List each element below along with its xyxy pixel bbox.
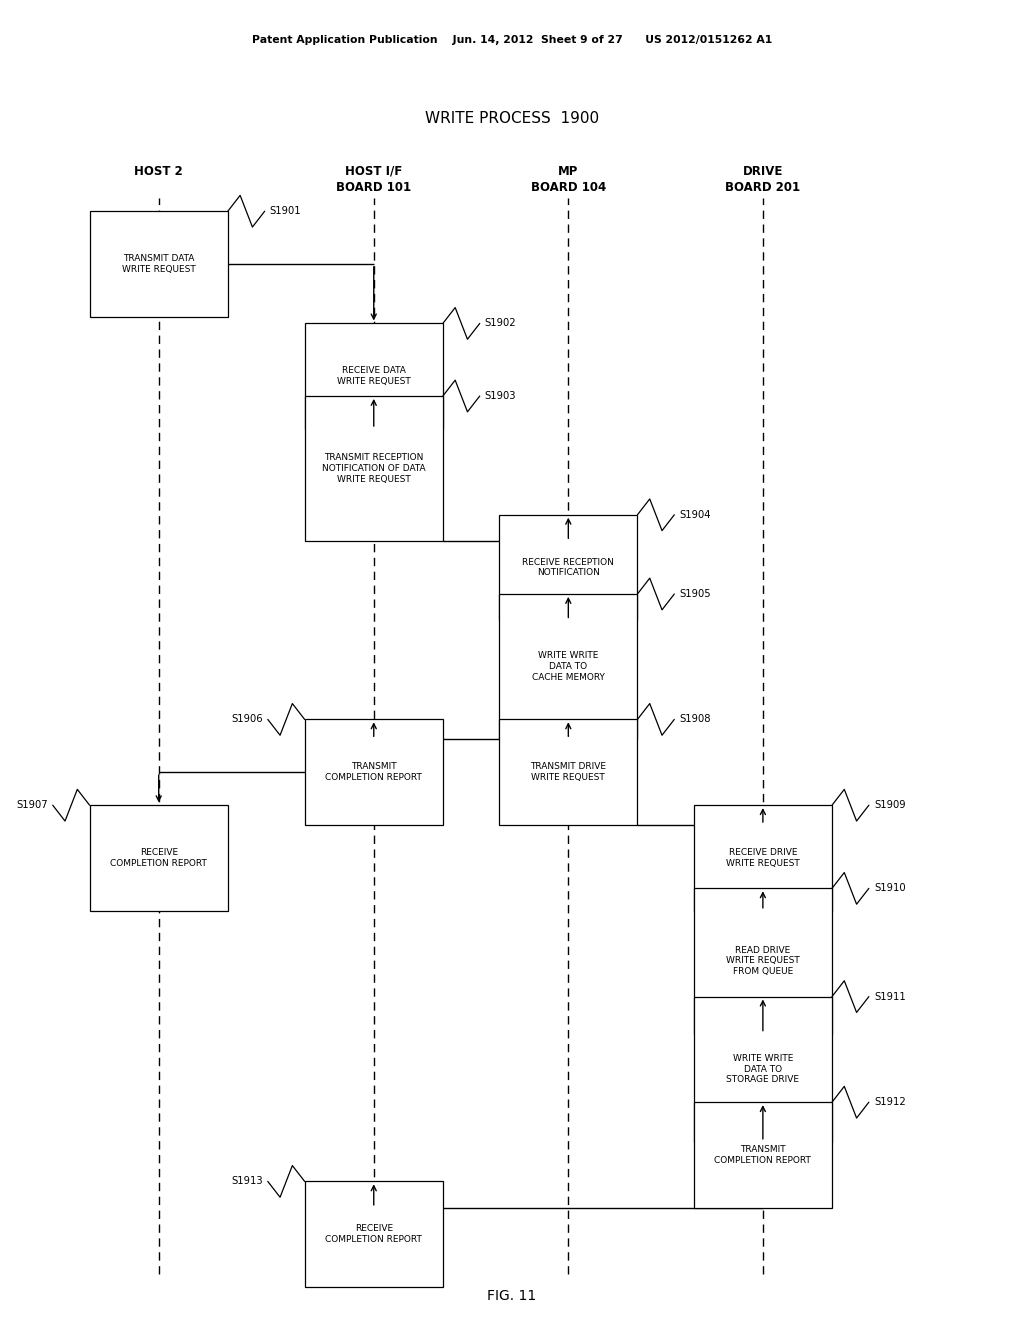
Text: TRANSMIT DATA
WRITE REQUEST: TRANSMIT DATA WRITE REQUEST [122, 255, 196, 273]
Bar [305, 396, 442, 541]
Bar [500, 515, 637, 620]
Text: DRIVE
BOARD 201: DRIVE BOARD 201 [725, 165, 801, 194]
Bar [694, 1102, 831, 1208]
Text: READ DRIVE
WRITE REQUEST
FROM QUEUE: READ DRIVE WRITE REQUEST FROM QUEUE [726, 945, 800, 977]
Text: S1902: S1902 [485, 318, 516, 329]
Bar [694, 997, 831, 1142]
Text: RECEIVE
COMPLETION REPORT: RECEIVE COMPLETION REPORT [111, 849, 207, 867]
Text: TRANSMIT
COMPLETION REPORT: TRANSMIT COMPLETION REPORT [326, 763, 422, 781]
Bar [305, 719, 442, 825]
Bar [500, 719, 637, 825]
Text: TRANSMIT RECEPTION
NOTIFICATION OF DATA
WRITE REQUEST: TRANSMIT RECEPTION NOTIFICATION OF DATA … [322, 453, 426, 484]
Bar [500, 594, 637, 739]
Text: Patent Application Publication    Jun. 14, 2012  Sheet 9 of 27      US 2012/0151: Patent Application Publication Jun. 14, … [252, 34, 772, 45]
Text: TRANSMIT
COMPLETION REPORT: TRANSMIT COMPLETION REPORT [715, 1146, 811, 1164]
Text: S1910: S1910 [874, 883, 905, 894]
Text: S1908: S1908 [680, 714, 711, 725]
Bar [90, 211, 227, 317]
Text: MP
BOARD 104: MP BOARD 104 [530, 165, 606, 194]
Bar [694, 805, 831, 911]
Text: FIG. 11: FIG. 11 [487, 1290, 537, 1303]
Text: RECEIVE
COMPLETION REPORT: RECEIVE COMPLETION REPORT [326, 1225, 422, 1243]
Text: S1906: S1906 [231, 714, 262, 725]
Text: S1901: S1901 [270, 206, 301, 216]
Text: S1912: S1912 [874, 1097, 906, 1107]
Text: S1905: S1905 [680, 589, 711, 599]
Text: HOST 2: HOST 2 [134, 165, 183, 178]
Text: HOST I/F
BOARD 101: HOST I/F BOARD 101 [336, 165, 412, 194]
Text: RECEIVE RECEPTION
NOTIFICATION: RECEIVE RECEPTION NOTIFICATION [522, 558, 614, 577]
Bar [305, 1181, 442, 1287]
Bar [694, 888, 831, 1034]
Text: RECEIVE DRIVE
WRITE REQUEST: RECEIVE DRIVE WRITE REQUEST [726, 849, 800, 867]
Text: S1903: S1903 [485, 391, 516, 401]
Text: S1911: S1911 [874, 991, 906, 1002]
Text: S1907: S1907 [16, 800, 47, 810]
Text: TRANSMIT DRIVE
WRITE REQUEST: TRANSMIT DRIVE WRITE REQUEST [530, 763, 606, 781]
Text: RECEIVE DATA
WRITE REQUEST: RECEIVE DATA WRITE REQUEST [337, 367, 411, 385]
Text: WRITE WRITE
DATA TO
STORAGE DRIVE: WRITE WRITE DATA TO STORAGE DRIVE [726, 1053, 800, 1085]
Text: S1909: S1909 [874, 800, 905, 810]
Bar [90, 805, 227, 911]
Text: WRITE PROCESS  1900: WRITE PROCESS 1900 [425, 111, 599, 127]
Text: WRITE WRITE
DATA TO
CACHE MEMORY: WRITE WRITE DATA TO CACHE MEMORY [531, 651, 605, 682]
Text: S1913: S1913 [231, 1176, 262, 1187]
Text: S1904: S1904 [680, 510, 711, 520]
Bar [305, 323, 442, 429]
